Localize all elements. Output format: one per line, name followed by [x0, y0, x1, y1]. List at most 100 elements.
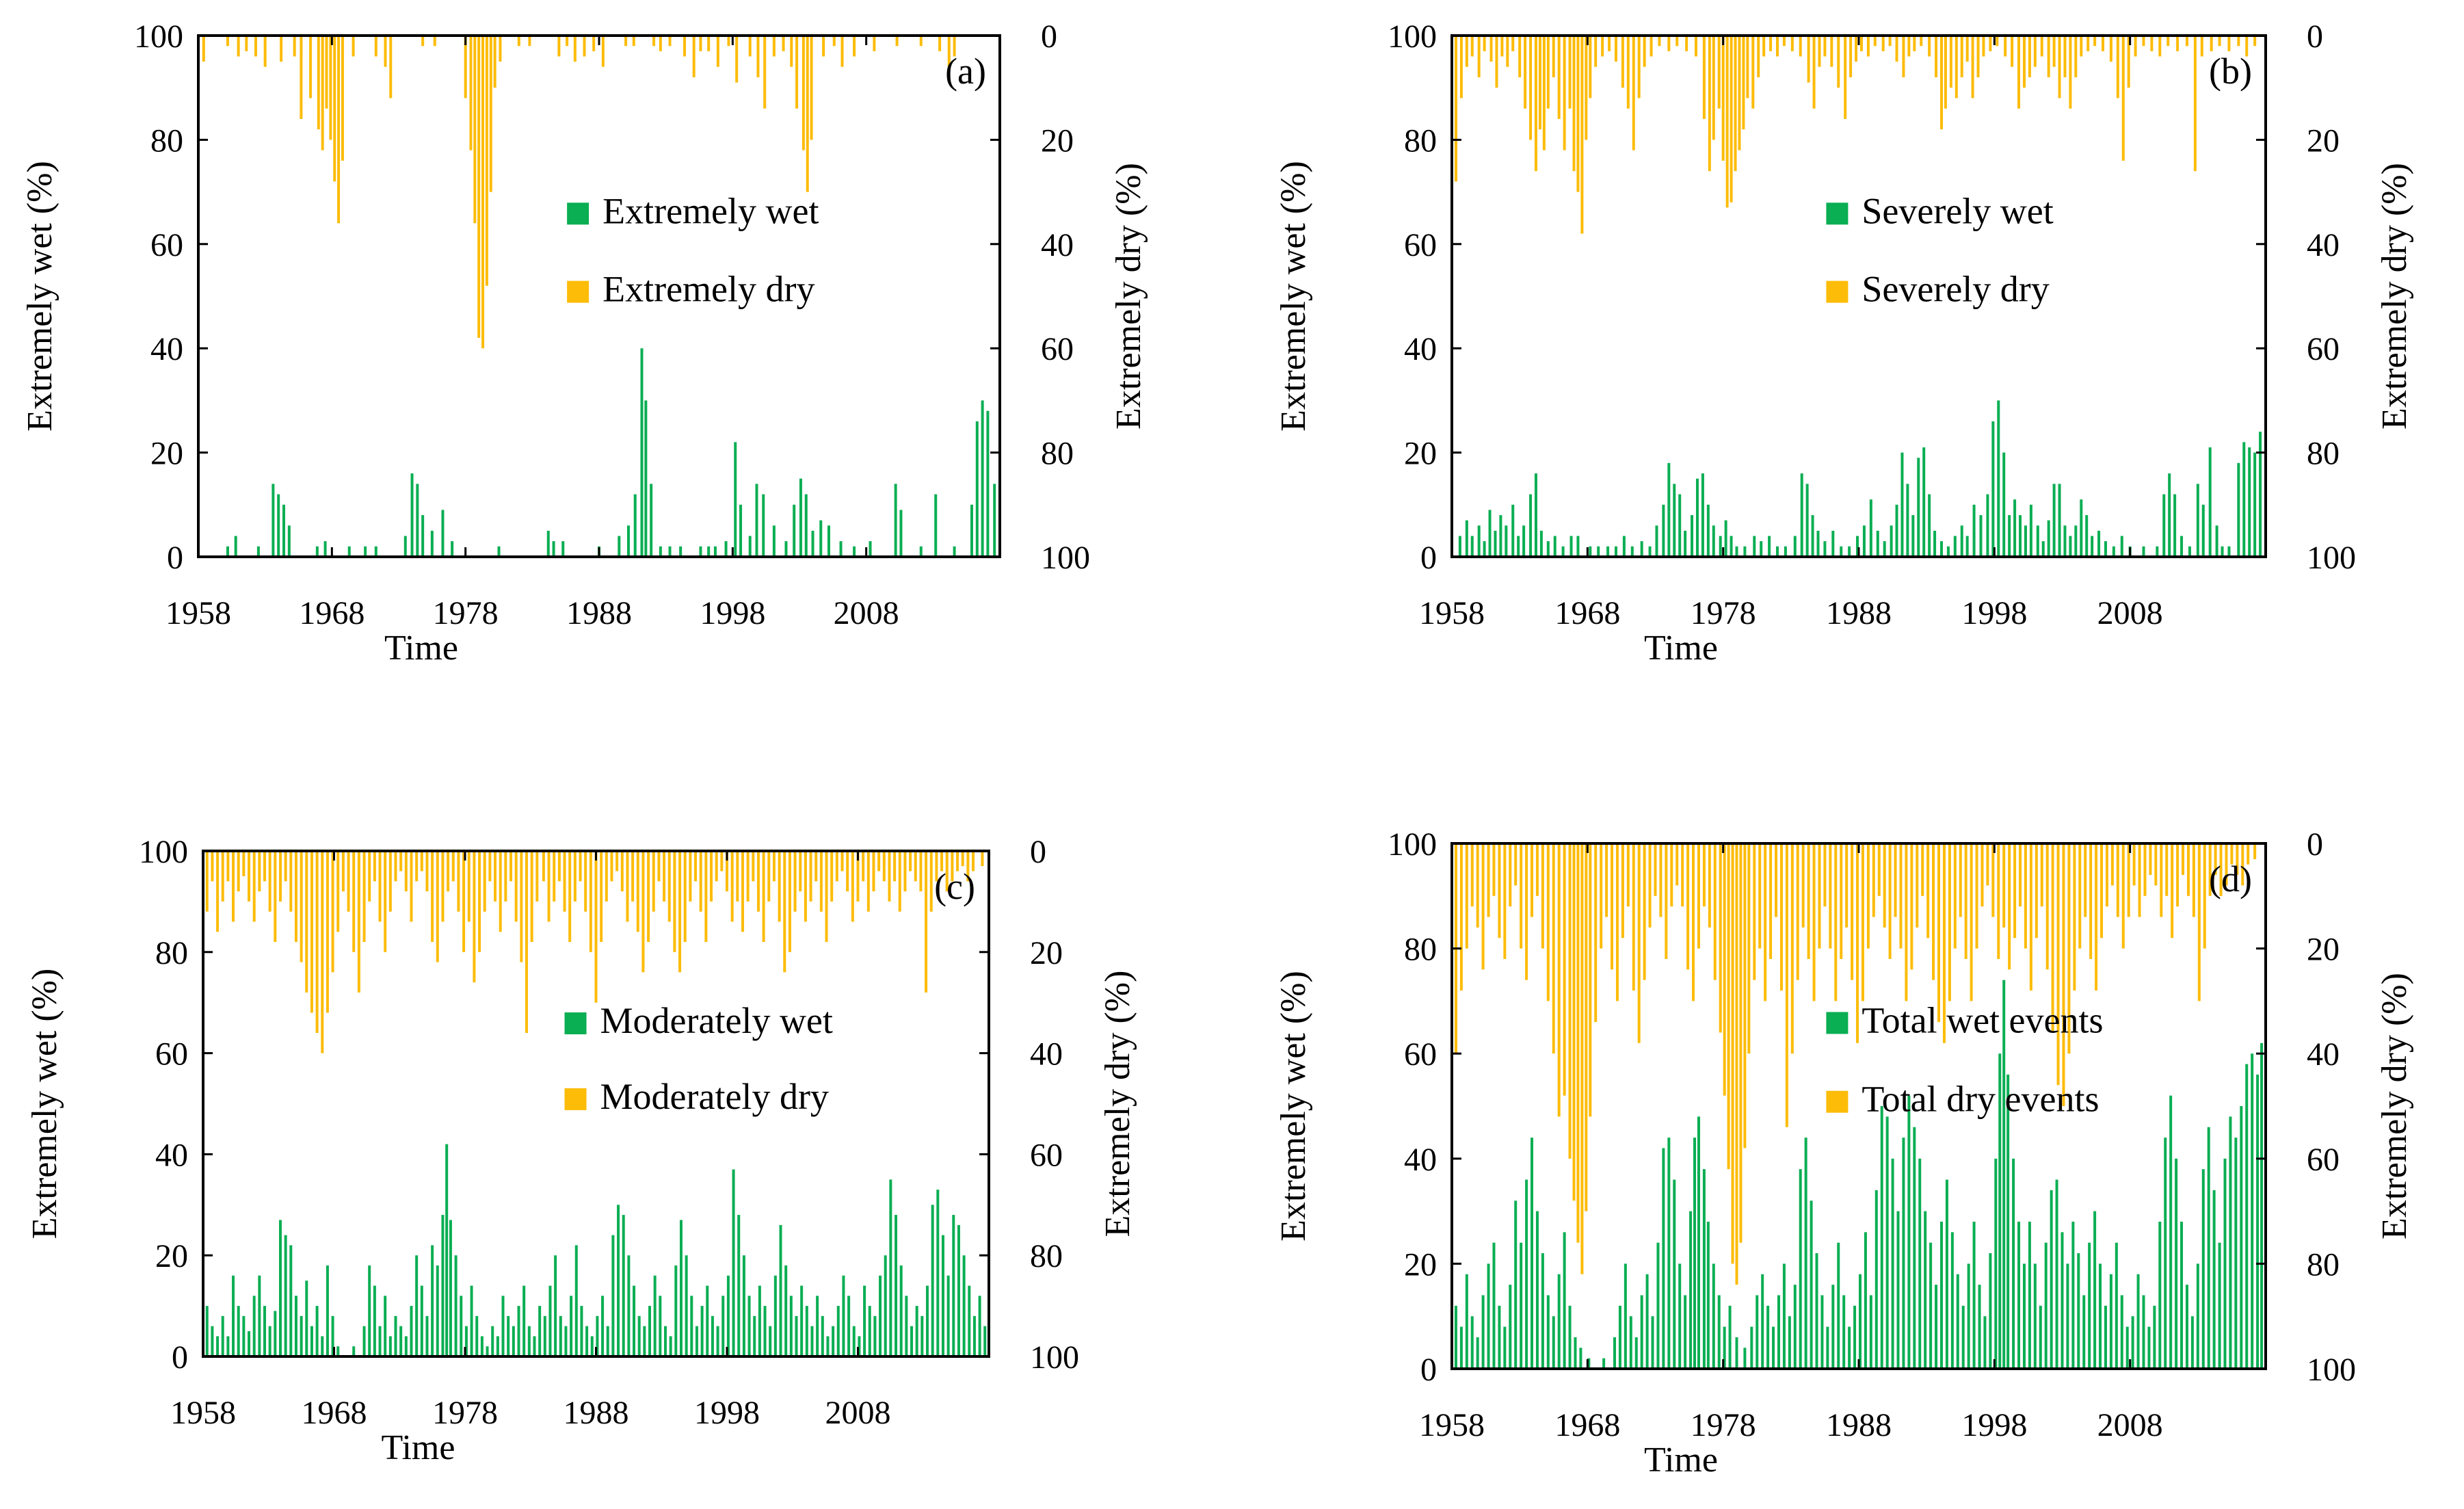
dry-bar: [1888, 36, 1892, 47]
dry-bar: [315, 851, 319, 1034]
dry-bar: [2225, 843, 2228, 886]
wet-bar: [2185, 1285, 2188, 1369]
dry-bar: [226, 851, 230, 882]
wet-bar: [445, 1144, 449, 1356]
wet-bar: [1546, 541, 1550, 557]
dry-bar: [1926, 843, 1930, 939]
dry-bar: [1818, 843, 1821, 949]
wet-bar: [1928, 494, 1931, 557]
dry-bar: [1614, 36, 1617, 62]
wet-bar: [970, 504, 973, 557]
wet-bar: [1465, 1274, 1468, 1369]
dry-bar: [547, 851, 551, 922]
dry-bar: [2052, 36, 2056, 67]
wet-bar: [1918, 1158, 1922, 1369]
wet-bar: [436, 1265, 439, 1356]
dry-bar: [589, 851, 592, 952]
dry-bar: [966, 851, 970, 882]
wet-bar: [659, 546, 662, 557]
dry-bar: [1753, 843, 1756, 980]
wet-bar: [1673, 1179, 1676, 1369]
wet-bar: [1891, 1158, 1894, 1369]
dry-bar: [895, 36, 899, 47]
wet-bar: [700, 1306, 704, 1356]
wet-bar: [1498, 1305, 1501, 1369]
dry-bar: [2219, 843, 2223, 896]
dry-bar: [300, 851, 303, 962]
dry-bar: [668, 36, 672, 47]
wet-bar: [284, 1235, 287, 1356]
dry-bar: [673, 851, 676, 952]
dry-bar: [481, 36, 485, 349]
wet-bar: [278, 1220, 282, 1356]
dry-bar: [1659, 843, 1662, 917]
wet-bar: [1972, 1221, 1976, 1369]
wet-bar: [879, 1275, 882, 1356]
dry-bar: [1695, 36, 1697, 57]
left-tick-label: 80: [150, 122, 183, 159]
wet-bar: [2093, 1211, 2097, 1369]
dry-bar: [2069, 36, 2072, 109]
wet-bar: [679, 1220, 683, 1356]
dry-bar: [2073, 843, 2076, 991]
right-tick-label: 100: [1041, 540, 1090, 576]
dry-bar: [683, 851, 687, 943]
dry-bar: [284, 851, 287, 882]
x-tick-label: 1978: [1691, 595, 1756, 631]
wet-bar: [2006, 1074, 2010, 1369]
dry-bar: [940, 851, 944, 871]
dry-bar: [715, 851, 718, 882]
wet-bar: [2215, 525, 2218, 557]
wet-bar: [953, 546, 956, 557]
x-tick-label: 2008: [834, 595, 899, 631]
wet-bar: [1728, 1305, 1732, 1369]
wet-bar: [707, 546, 711, 557]
left-tick-label: 20: [1404, 436, 1437, 472]
dry-bar: [1648, 843, 1652, 928]
dry-bar: [663, 851, 666, 902]
wet-bar: [643, 1326, 646, 1356]
dry-bar: [888, 851, 891, 902]
dry-bar: [795, 36, 799, 109]
wet-bar: [895, 1215, 898, 1356]
dry-bar: [1782, 36, 1786, 47]
dry-bar: [1721, 36, 1725, 161]
dry-bar: [1713, 843, 1717, 980]
dry-bar: [317, 36, 320, 130]
dry-bar: [441, 851, 445, 922]
dry-bar: [2087, 36, 2090, 51]
dry-bar: [830, 851, 834, 902]
wet-bar: [1656, 1242, 1660, 1369]
wet-bar: [2218, 1242, 2221, 1369]
dry-bar: [1965, 36, 1969, 62]
dry-bar: [325, 36, 328, 109]
dry-bar: [1894, 843, 1897, 917]
left-tick-label: 0: [1420, 540, 1437, 576]
wet-bar: [747, 1296, 751, 1356]
chart-panel-2: 0 20 40 60 80 100 100 80 60 40 20 0 1958 1968 1978 1988…: [1274, 18, 2414, 668]
wet-bar: [1476, 1337, 1479, 1369]
right-tick-label: 60: [1030, 1137, 1063, 1173]
dry-bar: [772, 36, 776, 57]
dry-bar: [1812, 843, 1816, 1001]
wet-bar: [1911, 515, 1915, 557]
dry-bar: [263, 36, 267, 67]
dry-bar: [1632, 843, 1635, 991]
dry-bar: [469, 36, 473, 150]
wet-bar: [1810, 1200, 1813, 1369]
wet-bar: [454, 1255, 458, 1356]
wet-bar: [2162, 494, 2166, 557]
wet-bar: [869, 541, 872, 557]
dry-bar: [667, 851, 671, 922]
left-tick-label: 100: [1388, 826, 1437, 863]
dry-bar: [2063, 36, 2067, 77]
right-tick-label: 20: [2307, 932, 2340, 968]
wet-bar: [941, 1235, 944, 1356]
wet-bar: [910, 1326, 914, 1356]
wet-bar: [404, 1336, 408, 1356]
dry-bar: [530, 851, 533, 943]
dry-bar: [1589, 36, 1592, 99]
dry-bar: [1758, 843, 1762, 949]
panel-label: (b): [2209, 51, 2252, 92]
wet-bar: [934, 494, 938, 557]
